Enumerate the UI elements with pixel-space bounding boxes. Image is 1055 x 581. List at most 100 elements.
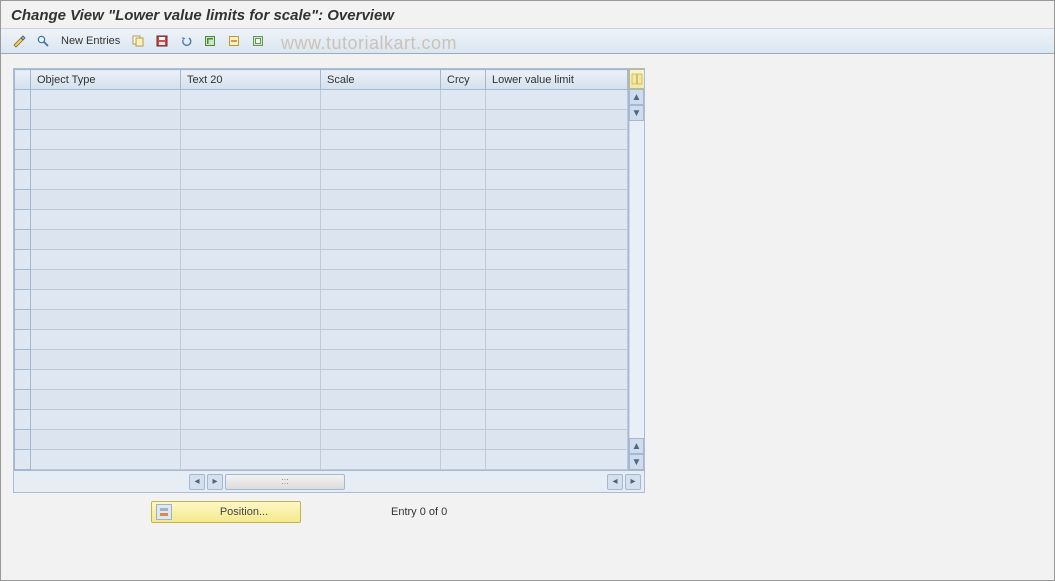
grid-cell[interactable] bbox=[441, 190, 486, 210]
grid-cell[interactable] bbox=[321, 230, 441, 250]
table-row[interactable] bbox=[15, 270, 628, 290]
grid-cell[interactable] bbox=[31, 390, 181, 410]
configure-columns-icon[interactable] bbox=[629, 69, 644, 89]
grid-cell[interactable] bbox=[441, 350, 486, 370]
grid-cell[interactable] bbox=[31, 270, 181, 290]
hscroll-right-icon[interactable]: ◂ bbox=[607, 474, 623, 490]
toggle-display-icon[interactable] bbox=[9, 31, 29, 51]
row-selector[interactable] bbox=[15, 150, 31, 170]
grid-cell[interactable] bbox=[321, 210, 441, 230]
grid-cell[interactable] bbox=[31, 130, 181, 150]
column-header[interactable]: Crcy bbox=[441, 70, 486, 90]
grid-cell[interactable] bbox=[486, 110, 628, 130]
grid-cell[interactable] bbox=[181, 190, 321, 210]
column-header[interactable]: Text 20 bbox=[181, 70, 321, 90]
grid-cell[interactable] bbox=[441, 230, 486, 250]
grid-cell[interactable] bbox=[321, 90, 441, 110]
table-row[interactable] bbox=[15, 330, 628, 350]
grid-cell[interactable] bbox=[321, 250, 441, 270]
grid-cell[interactable] bbox=[486, 450, 628, 470]
grid-cell[interactable] bbox=[181, 410, 321, 430]
grid-cell[interactable] bbox=[441, 410, 486, 430]
grid-cell[interactable] bbox=[486, 430, 628, 450]
grid-cell[interactable] bbox=[31, 110, 181, 130]
grid-cell[interactable] bbox=[486, 410, 628, 430]
scroll-up-icon[interactable]: ▲ bbox=[629, 89, 644, 105]
grid-cell[interactable] bbox=[441, 390, 486, 410]
grid-cell[interactable] bbox=[486, 330, 628, 350]
table-row[interactable] bbox=[15, 310, 628, 330]
grid-cell[interactable] bbox=[31, 430, 181, 450]
grid-cell[interactable] bbox=[181, 390, 321, 410]
row-selector[interactable] bbox=[15, 410, 31, 430]
table-row[interactable] bbox=[15, 430, 628, 450]
table-row[interactable] bbox=[15, 210, 628, 230]
row-selector[interactable] bbox=[15, 290, 31, 310]
table-row[interactable] bbox=[15, 130, 628, 150]
grid-cell[interactable] bbox=[181, 310, 321, 330]
table-row[interactable] bbox=[15, 250, 628, 270]
grid-cell[interactable] bbox=[441, 450, 486, 470]
hscroll-left-icon[interactable]: ▸ bbox=[207, 474, 223, 490]
grid-cell[interactable] bbox=[31, 350, 181, 370]
column-header[interactable]: Object Type bbox=[31, 70, 181, 90]
grid-cell[interactable] bbox=[31, 450, 181, 470]
column-header[interactable]: Scale bbox=[321, 70, 441, 90]
hscroll-first-icon[interactable]: ◂ bbox=[189, 474, 205, 490]
grid-cell[interactable] bbox=[486, 130, 628, 150]
table-row[interactable] bbox=[15, 410, 628, 430]
grid-cell[interactable] bbox=[31, 330, 181, 350]
grid-cell[interactable] bbox=[486, 250, 628, 270]
grid-cell[interactable] bbox=[181, 450, 321, 470]
grid-cell[interactable] bbox=[181, 430, 321, 450]
print-config-icon[interactable] bbox=[248, 31, 268, 51]
row-selector[interactable] bbox=[15, 330, 31, 350]
position-button[interactable]: Position... bbox=[151, 501, 301, 523]
row-selector[interactable] bbox=[15, 430, 31, 450]
scroll-down-icon[interactable]: ▼ bbox=[629, 105, 644, 121]
save-icon[interactable] bbox=[152, 31, 172, 51]
grid-cell[interactable] bbox=[486, 90, 628, 110]
row-selector[interactable] bbox=[15, 210, 31, 230]
grid-cell[interactable] bbox=[181, 290, 321, 310]
grid-cell[interactable] bbox=[321, 450, 441, 470]
horizontal-scrollbar[interactable]: ◂ ▸ ::: ◂ ▸ bbox=[14, 470, 644, 492]
grid-cell[interactable] bbox=[321, 350, 441, 370]
grid-cell[interactable] bbox=[31, 190, 181, 210]
scroll-down2-icon[interactable]: ▼ bbox=[629, 454, 644, 470]
grid-cell[interactable] bbox=[486, 230, 628, 250]
grid-cell[interactable] bbox=[486, 270, 628, 290]
grid-cell[interactable] bbox=[321, 390, 441, 410]
grid-cell[interactable] bbox=[321, 370, 441, 390]
grid-cell[interactable] bbox=[441, 430, 486, 450]
grid-cell[interactable] bbox=[31, 90, 181, 110]
grid-cell[interactable] bbox=[441, 170, 486, 190]
row-selector[interactable] bbox=[15, 370, 31, 390]
copy-icon[interactable] bbox=[128, 31, 148, 51]
row-selector[interactable] bbox=[15, 110, 31, 130]
grid-cell[interactable] bbox=[486, 210, 628, 230]
grid-cell[interactable] bbox=[441, 150, 486, 170]
grid-cell[interactable] bbox=[321, 190, 441, 210]
grid-cell[interactable] bbox=[486, 390, 628, 410]
row-selector[interactable] bbox=[15, 270, 31, 290]
find-icon[interactable] bbox=[33, 31, 53, 51]
grid-cell[interactable] bbox=[181, 90, 321, 110]
grid-cell[interactable] bbox=[31, 290, 181, 310]
undo-icon[interactable] bbox=[176, 31, 196, 51]
scroll-track[interactable] bbox=[629, 121, 644, 438]
grid-cell[interactable] bbox=[321, 290, 441, 310]
row-selector[interactable] bbox=[15, 250, 31, 270]
grid-cell[interactable] bbox=[441, 310, 486, 330]
grid-cell[interactable] bbox=[441, 290, 486, 310]
hscroll-thumb[interactable]: ::: bbox=[225, 474, 345, 490]
grid-cell[interactable] bbox=[321, 430, 441, 450]
grid-cell[interactable] bbox=[441, 370, 486, 390]
table-row[interactable] bbox=[15, 290, 628, 310]
grid-cell[interactable] bbox=[31, 370, 181, 390]
table-row[interactable] bbox=[15, 370, 628, 390]
grid-cell[interactable] bbox=[181, 370, 321, 390]
grid-cell[interactable] bbox=[181, 230, 321, 250]
row-selector[interactable] bbox=[15, 190, 31, 210]
row-selector[interactable] bbox=[15, 390, 31, 410]
